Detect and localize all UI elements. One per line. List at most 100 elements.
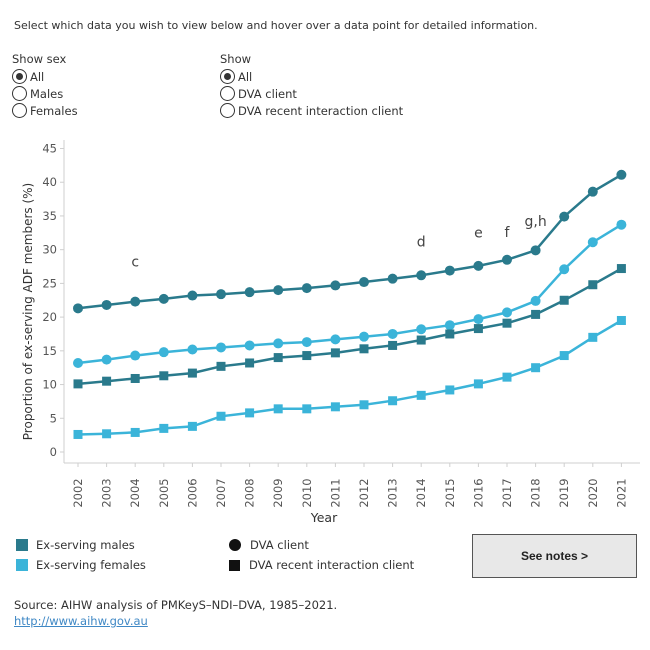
data-point-circle — [273, 338, 284, 349]
radio-button[interactable] — [12, 86, 27, 101]
data-point-circle — [616, 169, 627, 180]
source-text: Source: AIHW analysis of PMKeyS–NDI–DVA,… — [14, 598, 338, 612]
x-tick-label: 2006 — [185, 478, 199, 507]
legend-swatch — [16, 559, 28, 571]
x-tick-label: 2008 — [243, 478, 257, 507]
legend-item-males: Ex-serving males — [16, 535, 146, 555]
legend-swatch — [16, 539, 28, 551]
data-point-circle — [387, 328, 398, 339]
data-point-square — [330, 348, 340, 358]
y-axis-title: Proportion of ex-serving ADF members (%) — [21, 183, 35, 440]
x-tick-label: 2013 — [386, 478, 400, 507]
data-point-square — [473, 324, 483, 334]
x-tick-label: 2007 — [214, 478, 228, 507]
data-point-square — [616, 264, 626, 274]
x-tick-label: 2012 — [357, 478, 371, 507]
x-tick-label: 2017 — [500, 478, 514, 507]
chart-labels: 0 5 10 15 20 25 30 35 40 45 2002 2003 2004 2005 2006 20… — [21, 142, 628, 526]
data-point-square — [245, 408, 255, 418]
data-point-square — [245, 358, 255, 368]
data-point-square — [330, 402, 340, 412]
data-point-circle — [101, 354, 112, 365]
series-line — [77, 319, 623, 436]
sex-option-all[interactable]: All — [12, 68, 78, 85]
x-tick-label: 2011 — [328, 478, 342, 507]
data-point-square — [445, 329, 455, 339]
data-point-circle — [416, 270, 427, 281]
series-line — [77, 173, 623, 310]
radio-button[interactable] — [220, 69, 235, 84]
data-point-circle — [158, 347, 169, 358]
data-point-circle — [473, 314, 484, 325]
y-tick-label: 30 — [42, 243, 57, 257]
x-tick-label: 2014 — [414, 478, 428, 507]
annotation-label: g,h — [524, 214, 546, 230]
x-tick-label: 2015 — [443, 478, 457, 507]
data-point-circle — [587, 186, 598, 197]
legend-label: Ex-serving females — [36, 558, 146, 572]
y-tick-label: 20 — [42, 310, 57, 324]
data-point-circle — [130, 296, 141, 307]
show-option-recent-interaction[interactable]: DVA recent interaction client — [220, 102, 403, 119]
data-point-circle — [502, 307, 512, 318]
x-tick-label: 2009 — [271, 478, 285, 507]
source-link[interactable]: http://www.aihw.gov.au — [14, 614, 148, 628]
sex-option-females[interactable]: Females — [12, 102, 78, 119]
data-point-circle — [244, 340, 255, 351]
data-point-square — [445, 385, 455, 395]
sex-filter: Show sex All Males Females — [12, 52, 78, 119]
data-point-square — [473, 379, 483, 389]
data-point-circle — [101, 299, 112, 310]
radio-button[interactable] — [220, 103, 235, 118]
data-point-square — [359, 400, 369, 410]
annotation-label: f — [505, 225, 511, 241]
data-point-circle — [473, 260, 484, 271]
data-point-circle — [73, 357, 83, 368]
data-point-circle — [216, 289, 226, 300]
data-point-circle — [559, 211, 570, 222]
data-point-circle — [359, 277, 369, 288]
radio-button[interactable] — [220, 86, 235, 101]
x-axis-title: Year — [310, 510, 338, 525]
show-option-dva-client[interactable]: DVA client — [220, 85, 403, 102]
radio-button[interactable] — [12, 69, 27, 84]
x-tick-label: 2005 — [157, 478, 171, 507]
x-tick-label: 2021 — [614, 478, 628, 507]
sex-option-label: Females — [30, 103, 78, 118]
show-option-label: DVA client — [238, 86, 297, 101]
data-point-circle — [244, 287, 255, 298]
data-point-circle — [187, 344, 198, 355]
show-option-label: All — [238, 69, 253, 84]
y-tick-label: 40 — [42, 175, 57, 189]
data-point-square — [187, 368, 197, 378]
data-point-square — [216, 361, 226, 371]
data-point-square — [102, 429, 112, 439]
data-point-circle — [273, 285, 284, 296]
data-point-square — [588, 280, 598, 290]
data-point-square — [73, 379, 83, 389]
legend-item-dva-client: DVA client — [229, 535, 414, 555]
x-tick-label: 2016 — [471, 478, 485, 507]
data-point-circle — [330, 334, 341, 345]
radio-button[interactable] — [12, 103, 27, 118]
annotation-label: d — [417, 234, 426, 250]
see-notes-button[interactable]: See notes > — [472, 534, 637, 578]
x-tick-label: 2020 — [586, 478, 600, 507]
data-point-square — [302, 404, 312, 414]
sex-option-males[interactable]: Males — [12, 85, 78, 102]
data-point-circle — [216, 342, 226, 353]
sex-option-label: All — [30, 69, 45, 84]
data-point-square — [130, 427, 140, 437]
line-chart: 0 5 10 15 20 25 30 35 40 45 2002 2003 2004 2005 2006 20… — [21, 140, 640, 526]
data-point-square — [416, 335, 426, 345]
data-point-circle — [416, 324, 427, 335]
show-filter-title: Show — [220, 52, 252, 66]
y-tick-label: 15 — [42, 344, 57, 358]
show-option-all[interactable]: All — [220, 68, 403, 85]
data-point-circle — [587, 237, 598, 248]
series-line — [77, 267, 623, 386]
data-point-circle — [187, 290, 198, 301]
marker-legend: DVA client DVA recent interaction client — [229, 535, 414, 575]
sex-filter-title: Show sex — [12, 52, 67, 66]
data-point-square — [616, 315, 626, 325]
